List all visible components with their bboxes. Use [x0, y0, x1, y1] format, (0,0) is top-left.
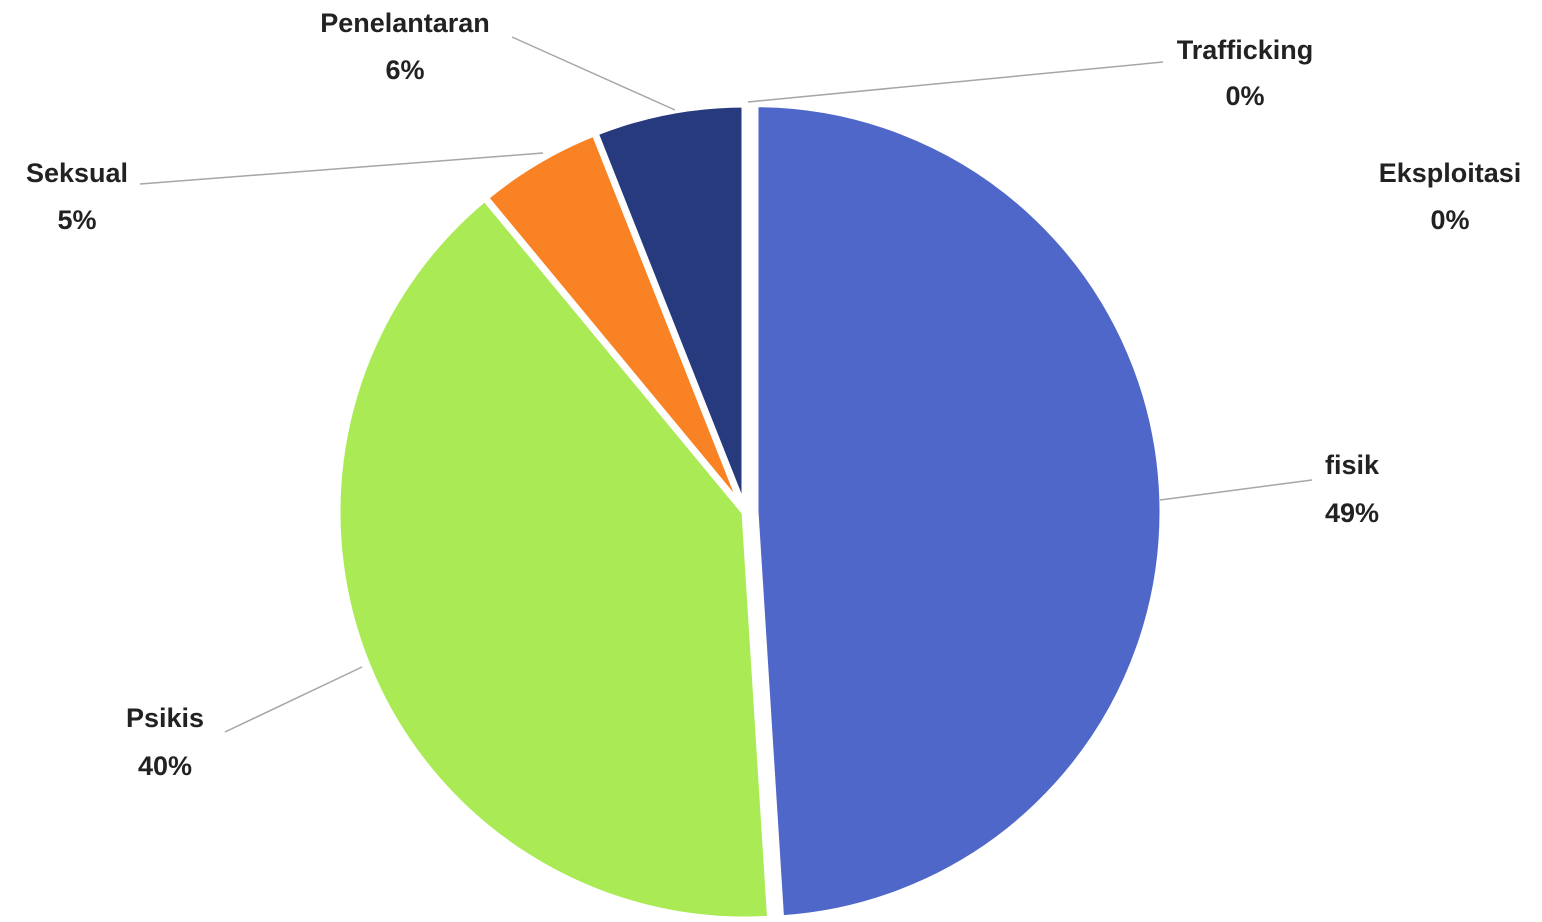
- slice-value-label: 0%: [1225, 81, 1264, 111]
- slice-value-label: 49%: [1325, 498, 1379, 528]
- slice-label: Penelantaran: [320, 8, 490, 38]
- pie-slice: [591, 100, 749, 516]
- slice-value-label: 6%: [385, 55, 424, 85]
- leader-line: [1159, 479, 1313, 501]
- pie-slice: [333, 194, 775, 922]
- slice-label: Trafficking: [1177, 35, 1314, 65]
- slice-value-label: 40%: [138, 751, 192, 781]
- slice-label: fisik: [1325, 450, 1380, 480]
- pie-slice: [751, 100, 1167, 922]
- leader-line: [511, 36, 676, 111]
- slice-value-label: 0%: [1430, 205, 1469, 235]
- slice-label: Eksploitasi: [1379, 158, 1522, 188]
- slice-label: Seksual: [26, 158, 128, 188]
- leader-line: [224, 666, 363, 733]
- leader-line: [747, 61, 1164, 103]
- slice-value-label: 5%: [57, 205, 96, 235]
- leader-line: [139, 152, 544, 185]
- slice-label: Psikis: [126, 703, 204, 733]
